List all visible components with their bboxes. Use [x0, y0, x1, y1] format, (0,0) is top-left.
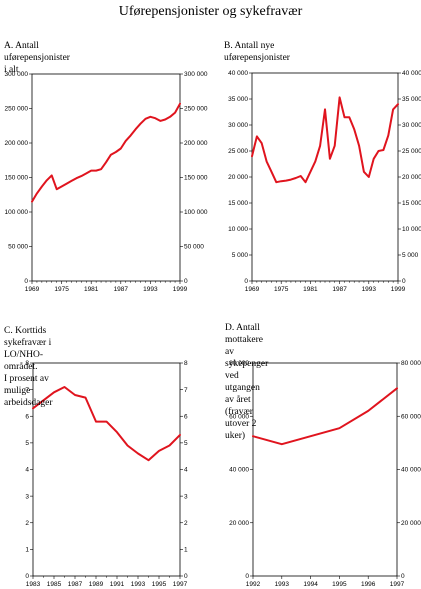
ytick-label-left-a: 100 000: [5, 209, 29, 216]
ytick-label-right-c: 1: [184, 547, 188, 554]
xtick-label-c: 1997: [173, 581, 188, 588]
ytick-label-right-b: 0: [402, 278, 406, 285]
ytick-label-right-b: 35 000: [402, 96, 421, 103]
ytick-label-left-a: 150 000: [5, 175, 29, 182]
ytick-label-left-b: 10 000: [228, 226, 248, 233]
xtick-label-a: 1987: [114, 286, 129, 293]
xtick-label-d: 1992: [246, 581, 261, 588]
ytick-label-left-b: 40 000: [228, 70, 248, 77]
ytick-label-left-c: 5: [25, 440, 29, 447]
ytick-label-left-b: 0: [244, 278, 248, 285]
xtick-label-d: 1996: [361, 581, 376, 588]
ytick-label-right-d: 20 000: [401, 520, 421, 527]
plot-frame-d: [252, 362, 398, 577]
ytick-label-right-c: 2: [184, 520, 188, 527]
xtick-label-a: 1969: [25, 286, 40, 293]
ytick-label-left-d: 0: [245, 573, 249, 580]
ytick-label-left-d: 40 000: [229, 467, 249, 474]
chart-title-b: B. Antall nye uførepensjonister: [224, 41, 290, 63]
ytick-label-left-c: 2: [25, 520, 29, 527]
ytick-label-right-c: 0: [184, 573, 188, 580]
ytick-label-right-b: 5 000: [402, 252, 419, 259]
ytick-label-right-c: 6: [184, 413, 188, 420]
plot-frame-b: [251, 72, 399, 282]
xtick-label-b: 1987: [332, 286, 347, 293]
ytick-label-left-b: 5 000: [232, 252, 249, 259]
ytick-label-right-d: 40 000: [401, 467, 421, 474]
ytick-label-right-a: 200 000: [184, 140, 208, 147]
ytick-label-right-a: 50 000: [184, 244, 204, 251]
ytick-label-left-c: 4: [25, 467, 29, 474]
ytick-label-right-b: 40 000: [402, 70, 421, 77]
xtick-label-b: 1975: [274, 286, 289, 293]
ytick-label-left-a: 0: [24, 278, 28, 285]
ytick-label-right-c: 4: [184, 467, 188, 474]
ytick-label-left-b: 30 000: [228, 122, 248, 129]
ytick-label-left-c: 0: [25, 573, 29, 580]
ytick-label-right-d: 80 000: [401, 360, 421, 367]
plot-frame-a: [31, 73, 181, 282]
ytick-label-right-a: 0: [184, 278, 188, 285]
ytick-label-left-b: 35 000: [228, 96, 248, 103]
xtick-label-c: 1983: [26, 581, 41, 588]
plot-frame-c: [32, 362, 181, 577]
xtick-label-b: 1969: [245, 286, 260, 293]
series-line-a: [31, 102, 181, 203]
xtick-label-d: 1995: [332, 581, 347, 588]
xtick-label-c: 1987: [68, 581, 83, 588]
xtick-label-c: 1989: [89, 581, 104, 588]
xtick-label-a: 1975: [54, 286, 69, 293]
xtick-label-c: 1991: [110, 581, 125, 588]
xtick-label-d: 1997: [390, 581, 405, 588]
xtick-label-b: 1981: [303, 286, 318, 293]
ytick-label-right-d: 60 000: [401, 413, 421, 420]
ytick-label-right-b: 20 000: [402, 174, 421, 181]
series-line-b: [251, 96, 399, 184]
page-title: Uførepensjonister og sykefravær: [118, 4, 303, 19]
ytick-label-left-c: 6: [25, 413, 29, 420]
ytick-label-left-b: 15 000: [228, 200, 248, 207]
chart-title-a: A. Antall uførepensjonister i alt: [4, 41, 70, 75]
ytick-label-left-d: 20 000: [229, 520, 249, 527]
ytick-label-left-c: 3: [25, 493, 29, 500]
ytick-label-right-b: 25 000: [402, 148, 421, 155]
ytick-label-left-a: 250 000: [5, 106, 29, 113]
xtick-label-d: 1994: [303, 581, 318, 588]
series-line-c: [32, 386, 181, 462]
ytick-label-right-c: 3: [184, 493, 188, 500]
ytick-label-right-a: 100 000: [184, 209, 208, 216]
ytick-label-right-a: 250 000: [184, 106, 208, 113]
ytick-label-right-c: 7: [184, 387, 188, 394]
ytick-label-left-b: 25 000: [228, 148, 248, 155]
ytick-label-right-c: 5: [184, 440, 188, 447]
xtick-label-c: 1993: [131, 581, 146, 588]
xtick-label-b: 1993: [362, 286, 377, 293]
xtick-label-a: 1999: [173, 286, 188, 293]
xtick-label-b: 1999: [391, 286, 406, 293]
xtick-label-a: 1993: [143, 286, 158, 293]
chart-title-c: C. Korttids sykefravær i LO/NHO-området.…: [4, 326, 53, 408]
ytick-label-right-b: 15 000: [402, 200, 421, 207]
ytick-label-left-a: 200 000: [5, 140, 29, 147]
ytick-label-right-b: 30 000: [402, 122, 421, 129]
ytick-label-right-c: 8: [184, 360, 188, 367]
series-line-d: [252, 387, 398, 446]
ytick-label-right-a: 300 000: [184, 71, 208, 78]
chart-title-d: D. Antall mottakere av sykepenger ved ut…: [225, 323, 269, 441]
ytick-label-left-c: 1: [25, 547, 29, 554]
ytick-label-right-d: 0: [401, 573, 405, 580]
ytick-label-left-b: 20 000: [228, 174, 248, 181]
ytick-label-right-b: 10 000: [402, 226, 421, 233]
xtick-label-c: 1985: [47, 581, 62, 588]
xtick-label-a: 1981: [84, 286, 99, 293]
xtick-label-c: 1995: [152, 581, 167, 588]
ytick-label-right-a: 150 000: [184, 175, 208, 182]
xtick-label-d: 1993: [275, 581, 290, 588]
ytick-label-left-a: 50 000: [8, 244, 28, 251]
